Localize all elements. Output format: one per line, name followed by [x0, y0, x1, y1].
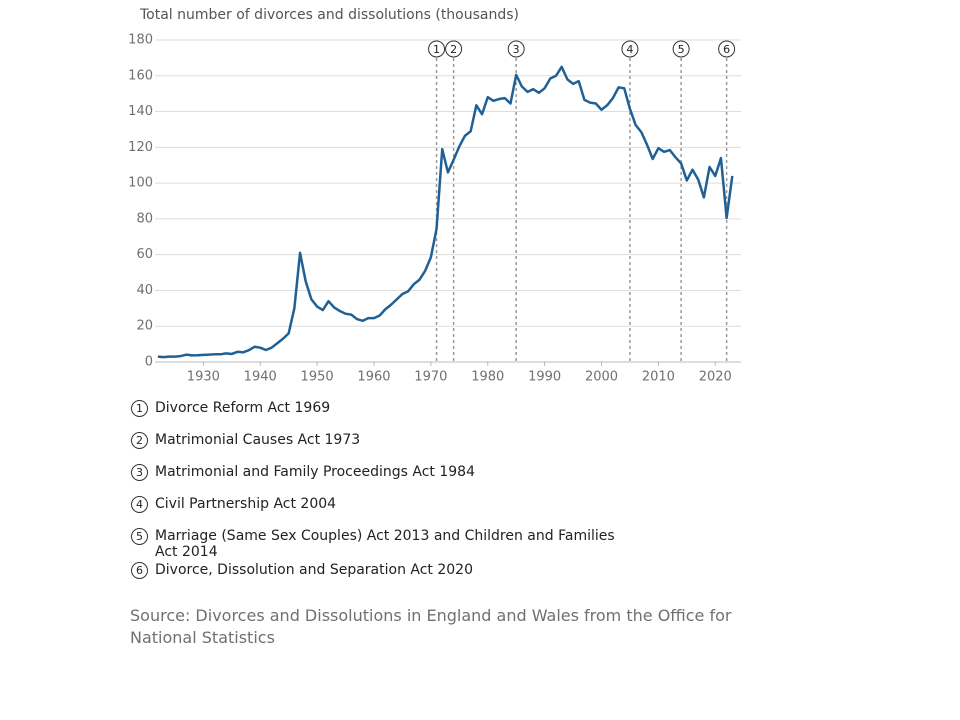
note-marker: 5	[131, 528, 148, 545]
note: 1 Divorce Reform Act 1969	[131, 398, 631, 430]
y-tick-label: 100	[128, 176, 153, 191]
x-tick-label: 1990	[528, 370, 561, 385]
chart: Total number of divorces and dissolution…	[128, 7, 741, 385]
x-tick-label: 1960	[357, 370, 390, 385]
y-tick-label: 120	[128, 140, 153, 155]
x-tick-label: 1930	[187, 370, 220, 385]
event-marker	[428, 40, 446, 58]
event-marker-label: 1	[433, 43, 440, 56]
note-marker: 4	[131, 496, 148, 513]
event-marker-label: 3	[513, 43, 520, 56]
note-text: Matrimonial and Family Proceedings Act 1…	[155, 464, 475, 480]
note-text: Matrimonial Causes Act 1973	[155, 432, 361, 448]
y-tick-label: 140	[128, 104, 153, 119]
note-marker: 1	[131, 400, 148, 417]
event-marker-label: 4	[626, 43, 633, 56]
y-tick-label: 0	[145, 355, 153, 370]
x-tick-label: 2020	[699, 370, 732, 385]
note: 4 Civil Partnership Act 2004	[131, 494, 631, 526]
event-marker	[621, 40, 639, 58]
x-tick-label: 1950	[301, 370, 334, 385]
event-marker	[507, 40, 525, 58]
event-marker-label: 6	[723, 43, 730, 56]
note-text: Civil Partnership Act 2004	[155, 496, 337, 512]
note: 6 Divorce, Dissolution and Separation Act…	[131, 560, 631, 592]
y-tick-label: 60	[136, 247, 153, 262]
y-tick-label: 20	[136, 319, 153, 334]
x-tick-label: 1970	[414, 370, 447, 385]
y-tick-label: 80	[136, 211, 153, 226]
data-line	[157, 65, 734, 359]
event-marker-label: 2	[450, 43, 457, 56]
note: 2 Matrimonial Causes Act 1973	[131, 430, 631, 462]
y-tick-label: 160	[128, 68, 153, 83]
notes: 1 Divorce Reform Act 1969 2 Matrimonial Cau…	[131, 398, 631, 592]
source: Source: Divorces and Dissolutions in Eng…	[130, 606, 732, 647]
event-marker	[718, 40, 736, 58]
note-marker: 6	[131, 562, 148, 579]
y-tick-label: 180	[128, 33, 153, 48]
note-text: Divorce, Dissolution and Separation Act …	[155, 562, 473, 578]
event-marker-label: 5	[678, 43, 685, 56]
event-marker	[445, 40, 463, 58]
y-axis-label: Total number of divorces and dissolution…	[139, 7, 519, 23]
note-marker: 2	[131, 432, 148, 449]
x-tick-label: 2000	[585, 370, 618, 385]
note-marker: 3	[131, 464, 148, 481]
note: 3 Matrimonial and Family Proceedings Act …	[131, 462, 631, 494]
y-tick-label: 40	[136, 283, 153, 298]
x-tick-label: 2010	[642, 370, 675, 385]
note-text: Divorce Reform Act 1969	[155, 400, 331, 416]
note-text: Marriage (Same Sex Couples) Act 2013 and…	[155, 528, 615, 560]
x-tick-label: 1940	[244, 370, 277, 385]
event-marker	[672, 40, 690, 58]
note: 5 Marriage (Same Sex Couples) Act 2013 an…	[131, 526, 631, 560]
x-tick-label: 1980	[471, 370, 504, 385]
